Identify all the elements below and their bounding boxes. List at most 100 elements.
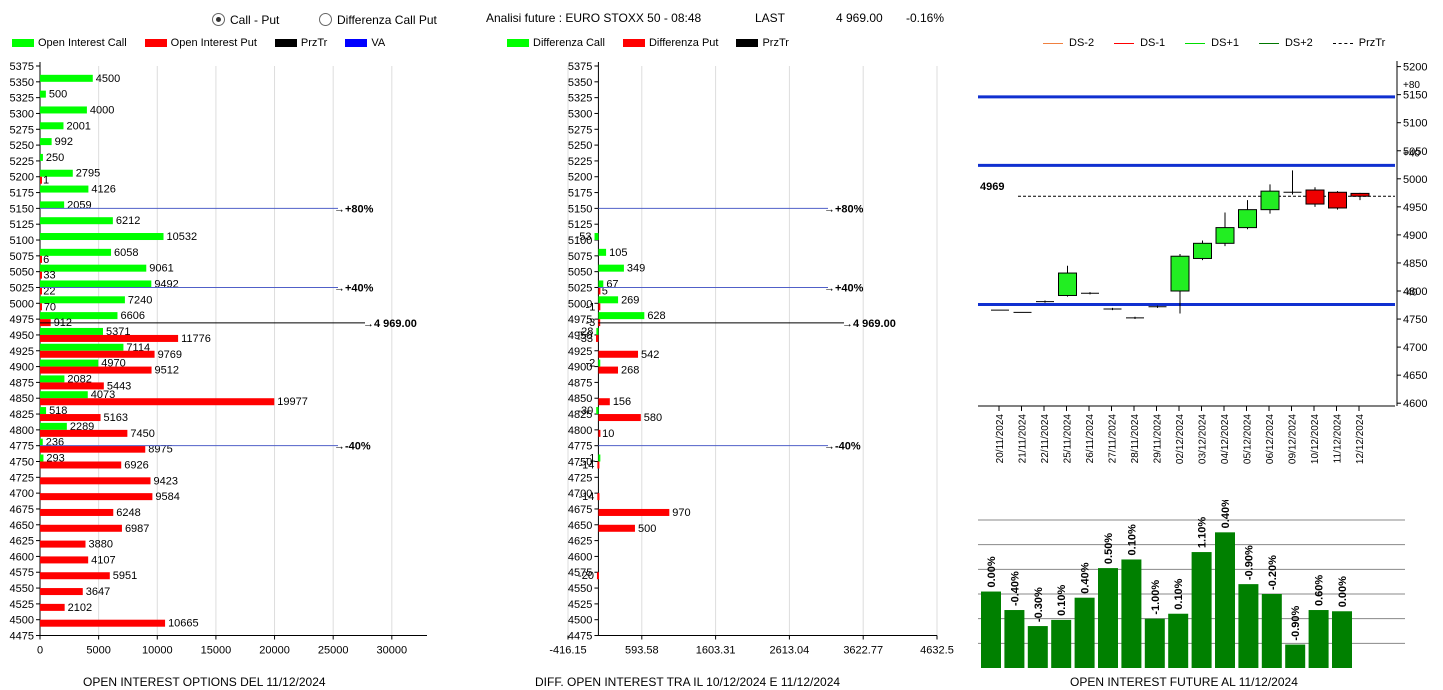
bar — [596, 572, 599, 580]
bar — [598, 414, 641, 422]
radio-differenza[interactable]: Differenza Call Put — [319, 13, 437, 27]
data-label: 0.60% — [1314, 575, 1326, 606]
data-label: 10665 — [168, 618, 199, 630]
y-tick-label: 5275 — [10, 124, 34, 136]
data-label: -1 — [586, 301, 596, 313]
y-tick-label: 4650 — [1403, 370, 1427, 382]
data-label: 9584 — [155, 491, 179, 503]
data-label: -14 — [578, 460, 594, 472]
bar — [598, 429, 601, 437]
y-tick-label: 5375 — [10, 61, 34, 73]
y-tick-label: 4600 — [568, 551, 592, 563]
x-tick-label: 04/12/2024 — [1220, 414, 1231, 464]
data-label: 500 — [49, 89, 67, 101]
data-label: 10532 — [167, 231, 198, 243]
bar — [1098, 568, 1118, 668]
data-label: 269 — [621, 294, 639, 306]
data-label: 7450 — [130, 428, 154, 440]
data-label: 9512 — [155, 365, 179, 377]
y-tick-label: 4550 — [10, 583, 34, 595]
data-label: 0.10% — [1173, 578, 1185, 609]
x-tick-label: 22/11/2024 — [1040, 414, 1051, 464]
bar — [596, 407, 599, 415]
data-label: 6058 — [114, 247, 138, 259]
x-tick-label: 4632.5 — [920, 645, 954, 657]
va-label: →-40% — [824, 441, 861, 453]
x-tick-label: -416.15 — [549, 645, 586, 657]
y-tick-label: 4950 — [10, 330, 34, 342]
level-label: +40 — [1403, 148, 1420, 159]
y-tick-label: 5250 — [10, 140, 34, 152]
caption-oi-options: OPEN INTEREST OPTIONS DEL 11/12/2024 — [83, 675, 326, 689]
x-tick-label: 3622.77 — [843, 645, 883, 657]
data-label: 5951 — [113, 570, 137, 582]
y-tick-label: 5125 — [10, 219, 34, 231]
bar — [981, 591, 1001, 668]
bar — [40, 540, 86, 548]
bar — [40, 556, 89, 564]
bar — [598, 303, 601, 311]
data-label: 0.10% — [1126, 524, 1138, 555]
data-label: -1.00% — [1150, 580, 1162, 615]
bar — [40, 343, 124, 351]
bar — [1191, 552, 1212, 668]
data-label: 3647 — [86, 586, 110, 598]
data-label: 7240 — [128, 294, 152, 306]
radio-call-put[interactable]: Call - Put — [212, 13, 279, 27]
data-label: 4126 — [91, 184, 115, 196]
y-tick-label: 4625 — [10, 536, 34, 548]
data-label: 992 — [55, 136, 73, 148]
data-label: 9769 — [158, 349, 182, 361]
bar — [40, 74, 93, 82]
data-label: 349 — [627, 263, 645, 275]
bar — [40, 287, 42, 295]
y-tick-label: 5275 — [568, 124, 592, 136]
y-tick-label: 4700 — [568, 488, 592, 500]
caption-oi-diff: DIFF. OPEN INTEREST TRA IL 10/12/2024 E … — [535, 675, 841, 689]
bar — [40, 366, 152, 374]
last-value: 4 969.00 — [836, 11, 883, 25]
y-tick-label: 4800 — [568, 425, 592, 437]
y-tick-label: 4700 — [10, 488, 34, 500]
bar — [40, 603, 65, 611]
data-label: 70 — [44, 301, 56, 313]
y-tick-label: 4925 — [568, 346, 592, 358]
x-tick-label: 21/11/2024 — [1018, 414, 1029, 464]
y-tick-label: 5100 — [10, 235, 34, 247]
bar — [1332, 611, 1352, 668]
bar — [598, 398, 610, 406]
x-tick-label: 12/12/2024 — [1355, 414, 1366, 464]
data-label: 33 — [43, 270, 55, 282]
y-tick-label: 5050 — [568, 267, 592, 279]
y-tick-label: 4900 — [1403, 230, 1427, 242]
candle-body — [1058, 272, 1077, 296]
data-label: 9423 — [154, 475, 178, 487]
y-tick-label: 5100 — [1403, 118, 1427, 130]
y-tick-label: 4825 — [568, 409, 592, 421]
y-tick-label: 4925 — [10, 346, 34, 358]
bar — [1215, 532, 1235, 668]
bar — [40, 201, 65, 209]
bar — [596, 327, 599, 335]
y-tick-label: 4550 — [568, 583, 592, 595]
y-tick-label: 5200 — [10, 172, 34, 184]
x-tick-label: 10000 — [142, 645, 173, 657]
oi-diff-chart: -416.15 593.58 1603.31 2613.04 3622.77 4632.5… — [549, 61, 954, 657]
y-tick-label: 4600 — [10, 551, 34, 563]
legend-swatch — [622, 39, 645, 47]
bar — [40, 255, 42, 263]
data-label: 1 — [43, 175, 49, 187]
bar — [40, 312, 118, 320]
bar — [40, 422, 67, 430]
y-tick-label: 5100 — [568, 235, 592, 247]
y-tick-label: 4650 — [10, 520, 34, 532]
legend-line — [1332, 42, 1353, 44]
y-tick-label: 4825 — [10, 409, 34, 421]
x-tick-label: 28/11/2024 — [1130, 414, 1141, 464]
bar — [40, 122, 64, 130]
bar — [40, 398, 275, 406]
bar — [40, 334, 179, 342]
y-tick-label: 4475 — [10, 631, 34, 643]
legend-oi: Open Interest Call Open Interest Put Prz… — [12, 37, 385, 49]
data-label: 156 — [613, 396, 631, 408]
